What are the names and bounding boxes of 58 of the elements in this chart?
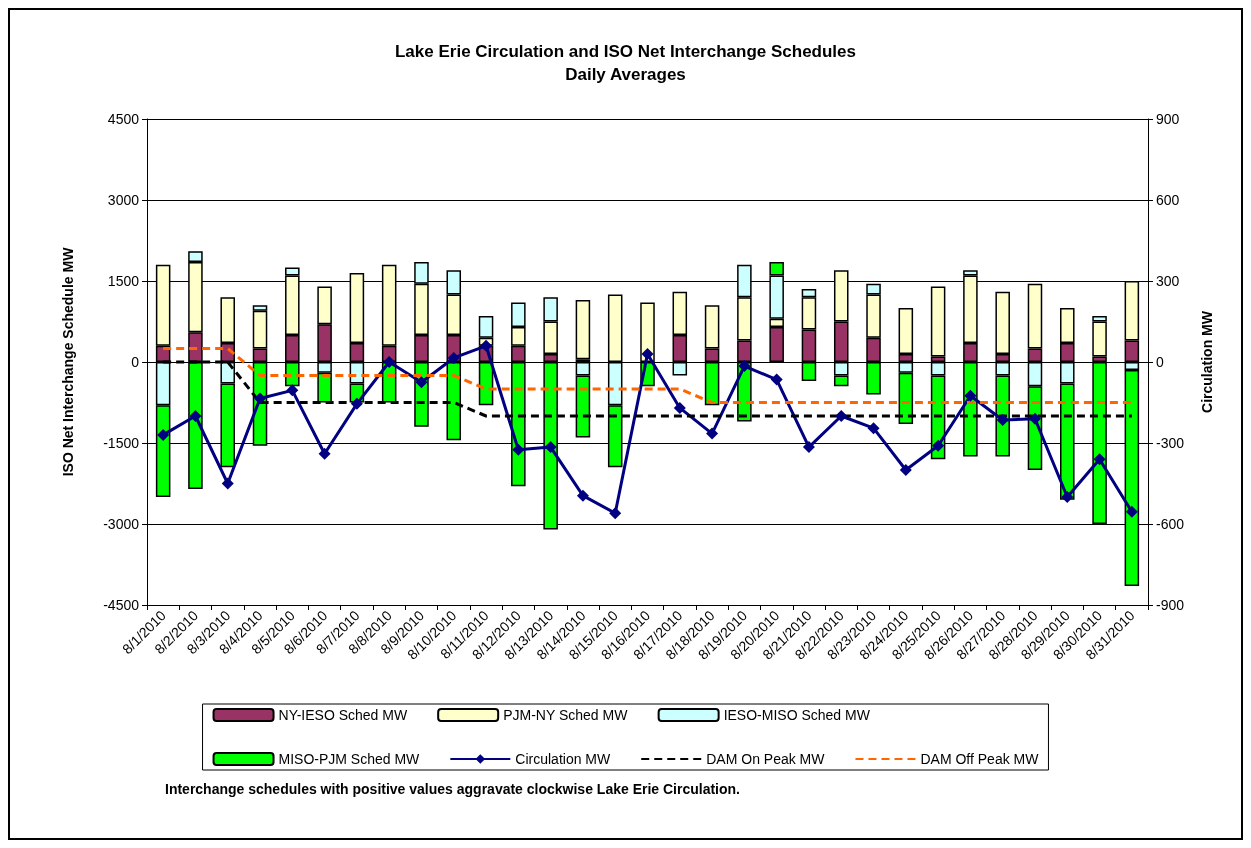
point bbox=[964, 389, 977, 402]
legend-label: NY-IESO Sched MW bbox=[278, 707, 408, 723]
point bbox=[512, 443, 525, 456]
point bbox=[706, 427, 719, 440]
point bbox=[609, 507, 622, 520]
bar bbox=[575, 299, 591, 360]
y2-axis-title: Circulation MW bbox=[1199, 310, 1215, 413]
point bbox=[770, 373, 783, 386]
legend-label: IESO-MISO Sched MW bbox=[723, 707, 871, 723]
legend-label: DAM Off Peak MW bbox=[920, 751, 1040, 767]
point bbox=[576, 489, 589, 502]
point bbox=[189, 410, 202, 422]
point bbox=[350, 397, 363, 410]
point bbox=[996, 414, 1009, 427]
text: Interchange schedules with positive values aggravate clockwise Lake Erie Circulation. bbox=[165, 781, 740, 797]
y2-tick-label: 0 bbox=[1156, 354, 1164, 370]
legend-label: MISO-PJM Sched MW bbox=[278, 751, 421, 767]
y-tick-label: 0 bbox=[131, 354, 140, 370]
chart-title: Lake Erie Circulation and ISO Net Interchange Schedules bbox=[394, 42, 857, 61]
point bbox=[254, 392, 267, 405]
point bbox=[835, 410, 848, 422]
point bbox=[673, 401, 686, 414]
y-tick-label: -4500 bbox=[103, 597, 140, 613]
y2-tick-label: -900 bbox=[1156, 597, 1185, 613]
point bbox=[157, 428, 170, 441]
point bbox=[415, 376, 428, 389]
y-axis-title: ISO Net Interchange Schedule MW bbox=[60, 246, 76, 477]
point bbox=[318, 447, 331, 460]
point bbox=[932, 439, 945, 452]
point bbox=[383, 356, 396, 368]
point bbox=[738, 360, 751, 373]
point bbox=[867, 422, 880, 435]
y2-tick-label: 900 bbox=[1156, 111, 1180, 127]
y2-tick-label: 600 bbox=[1156, 192, 1180, 208]
point bbox=[899, 464, 912, 476]
point bbox=[802, 441, 815, 454]
legend-label: PJM-NY Sched MW bbox=[503, 707, 629, 723]
line-series bbox=[161, 347, 1134, 404]
point bbox=[641, 347, 654, 360]
point bbox=[286, 384, 299, 397]
point bbox=[544, 441, 557, 454]
y-tick-label: -1500 bbox=[103, 435, 140, 451]
y2-tick-label: -600 bbox=[1156, 516, 1185, 532]
point bbox=[447, 351, 460, 364]
point bbox=[1125, 505, 1138, 518]
point bbox=[1061, 491, 1074, 503]
chart-subtitle: Daily Averages bbox=[565, 65, 686, 84]
y-tick-label: 1500 bbox=[107, 273, 140, 289]
point bbox=[221, 477, 234, 490]
y-tick-label: 4500 bbox=[107, 111, 140, 127]
y-tick-label: -3000 bbox=[103, 516, 140, 532]
y-tick-label: 3000 bbox=[107, 192, 140, 208]
legend-label: DAM On Peak MW bbox=[706, 751, 826, 767]
point bbox=[480, 339, 493, 352]
legend-label: Circulation MW bbox=[515, 751, 612, 767]
point bbox=[1093, 453, 1106, 466]
y2-tick-label: -300 bbox=[1156, 435, 1185, 451]
y2-tick-label: 300 bbox=[1156, 273, 1180, 289]
